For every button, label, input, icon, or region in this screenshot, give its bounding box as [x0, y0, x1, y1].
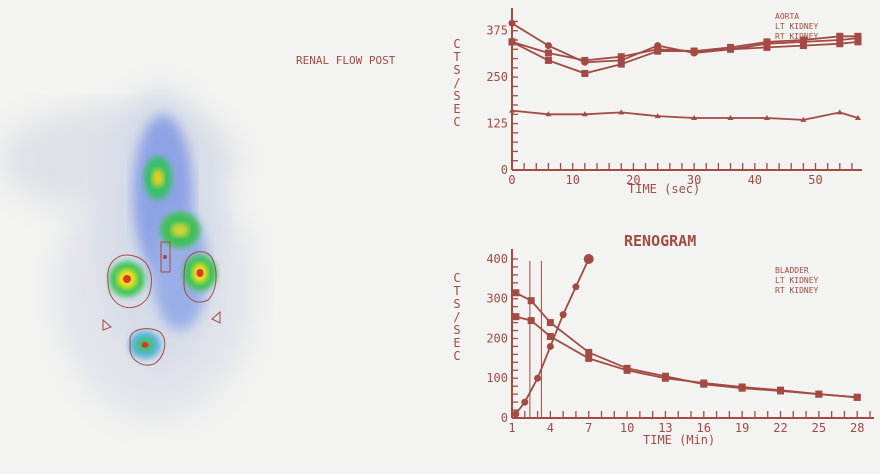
- renogram-y-axis-label: C T S / S E C: [453, 271, 461, 363]
- data-point: [836, 40, 844, 48]
- data-point: [763, 38, 771, 46]
- data-point: [527, 317, 535, 325]
- series-line: [515, 315, 858, 399]
- x-tick-label: 30: [687, 173, 701, 187]
- series-line: [511, 109, 859, 121]
- data-point: [581, 69, 589, 77]
- data-point: [836, 109, 843, 115]
- y-tick-label: 250: [486, 70, 508, 84]
- data-point: [585, 348, 593, 356]
- data-point: [661, 374, 669, 382]
- legend-item-rt-kidney: RT KIDNEY: [775, 286, 819, 295]
- data-point: [559, 311, 567, 319]
- renogram-legend: BLADDER LT KIDNEY RT KIDNEY: [775, 266, 818, 296]
- data-point: [690, 47, 698, 55]
- data-point: [534, 374, 542, 382]
- data-point: [763, 115, 770, 120]
- flow-y-axis-label: C T S / S E C: [453, 37, 461, 129]
- x-tick-label: 22: [773, 421, 787, 435]
- data-point: [836, 32, 844, 40]
- scan-activity: [109, 115, 217, 359]
- legend-item-rt-kidney: RT KIDNEY: [775, 32, 819, 41]
- data-point: [727, 45, 735, 53]
- data-point: [509, 107, 515, 113]
- x-tick-label: 13: [658, 421, 672, 435]
- data-point: [800, 116, 807, 122]
- y-tick-label: 0: [501, 163, 508, 177]
- legend-item-lt-kidney: LT KIDNEY: [775, 276, 819, 285]
- data-point: [508, 38, 516, 46]
- data-point: [544, 42, 552, 50]
- data-point: [512, 313, 520, 321]
- flow-x-axis-label: TIME (sec): [628, 182, 701, 196]
- data-point: [654, 113, 661, 119]
- legend-item-lt-kidney: LT KIDNEY: [775, 22, 819, 31]
- data-point: [512, 289, 520, 297]
- data-point: [617, 60, 625, 68]
- data-point: [544, 49, 552, 57]
- x-tick-label: 4: [547, 421, 554, 435]
- renogram-x-axis-label: TIME (Min): [643, 433, 716, 447]
- data-point: [521, 398, 529, 406]
- data-point: [853, 393, 861, 401]
- y-tick-label: 375: [486, 24, 508, 38]
- x-tick-label: 16: [697, 421, 711, 435]
- data-point: [544, 56, 552, 64]
- x-tick-label: 1: [508, 421, 515, 435]
- y-tick-label: 200: [486, 331, 508, 345]
- renogram-chart: 1 4 7 10 13 16 19 22 25 28 0 100 200 300 400: [486, 249, 874, 435]
- data-point: [546, 333, 554, 340]
- x-tick-label: 25: [812, 421, 826, 435]
- flow-title: RENAL FLOW POST: [296, 54, 396, 67]
- data-point: [654, 47, 662, 55]
- flow-legend: AORTA LT KIDNEY RT KIDNEY: [775, 12, 818, 42]
- data-point: [572, 283, 580, 291]
- x-tick-label: 28: [850, 421, 864, 435]
- data-point: [581, 111, 588, 117]
- x-tick-label: 40: [748, 173, 762, 187]
- data-point: [512, 410, 520, 418]
- data-point: [700, 379, 708, 387]
- flow-chart: 0 10 20 30 40 50 0 125 250 375: [486, 8, 862, 187]
- data-point: [799, 42, 807, 50]
- data-point: [545, 111, 552, 117]
- data-point: [623, 366, 631, 374]
- legend-item-bladder: BLADDER: [775, 266, 809, 275]
- x-tick-label: 20: [626, 173, 640, 187]
- data-point: [854, 32, 862, 40]
- data-point: [738, 383, 746, 391]
- data-point: [763, 43, 771, 51]
- renogram-title: RENOGRAM: [624, 232, 697, 250]
- data-point: [508, 19, 516, 27]
- data-point: [815, 390, 823, 398]
- x-tick-label: 10: [620, 421, 634, 435]
- y-tick-label: 400: [486, 252, 508, 266]
- data-point: [585, 354, 593, 362]
- scan-roi-outlines: [102, 241, 221, 366]
- x-tick-label: 10: [565, 173, 579, 187]
- y-tick-label: 300: [486, 292, 508, 306]
- data-point: [618, 109, 625, 115]
- data-point: [691, 115, 698, 120]
- data-point: [581, 56, 589, 64]
- data-point: [617, 53, 625, 61]
- data-point: [855, 115, 861, 120]
- x-tick-label: 0: [508, 173, 515, 187]
- x-tick-label: 50: [808, 173, 822, 187]
- data-point: [777, 386, 784, 394]
- data-point: [854, 38, 862, 46]
- legend-item-aorta: AORTA: [775, 12, 800, 21]
- data-point: [546, 319, 554, 327]
- data-point: [727, 115, 734, 120]
- data-point: [546, 342, 554, 350]
- data-point: [527, 297, 535, 305]
- y-tick-label: 100: [486, 371, 508, 385]
- data-point: [799, 36, 807, 44]
- y-tick-label: 0: [501, 411, 508, 425]
- x-tick-label: 19: [735, 421, 749, 435]
- y-tick-label: 125: [486, 117, 508, 131]
- data-point: [583, 253, 594, 264]
- x-tick-label: 7: [585, 421, 592, 435]
